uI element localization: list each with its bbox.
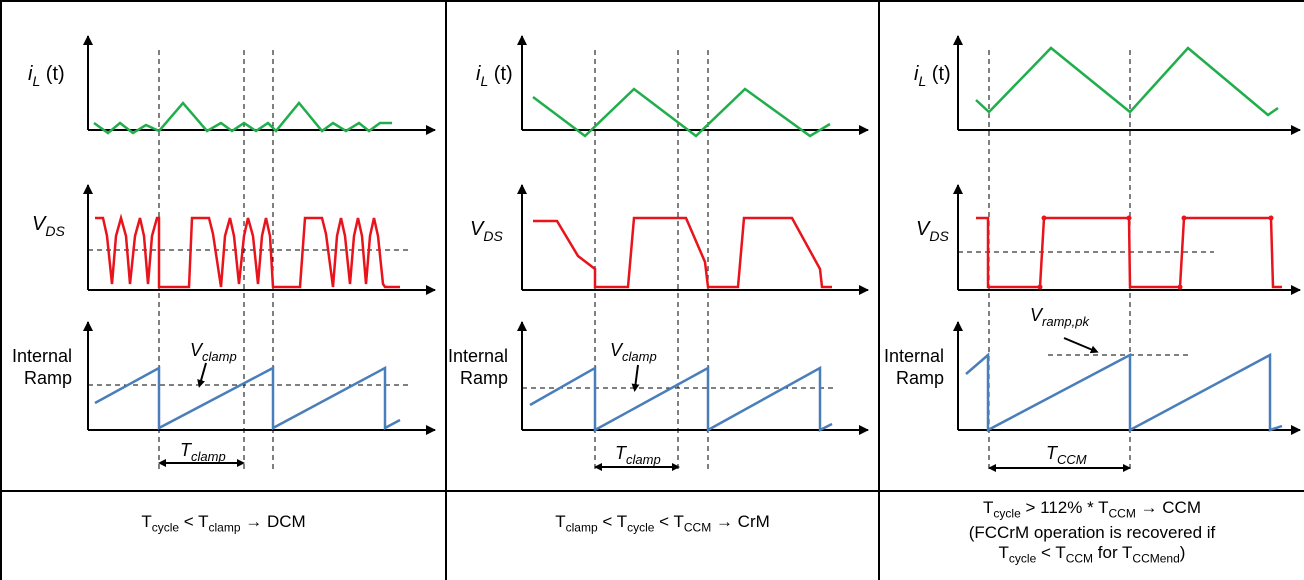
caption-dcm: Tcycle < Tclamp → DCM (2, 512, 445, 537)
vclamp-label: Vclamp (610, 340, 657, 364)
caption-ccm-line-3: Tcycle < TCCM for TCCMend) (998, 543, 1186, 566)
caption-divider (0, 490, 1304, 492)
caption-sub: cycle (627, 520, 655, 535)
vramp-pk-label: Vramp,pk (1030, 305, 1090, 329)
il-label: iL (t) (914, 63, 951, 89)
vds-dots (1037, 215, 1274, 290)
panel-divider-1 (445, 0, 447, 580)
ramp-label-1: Internal (884, 346, 944, 366)
ramp-label-2: Ramp (460, 368, 508, 388)
caption-text: T (141, 512, 152, 531)
ramp-waveform (94, 365, 401, 431)
panel-1: iL (t) VDS Internal Ramp Vclamp Tclamp (12, 35, 436, 470)
tclamp-label: Tclamp (615, 443, 661, 467)
il-label: iL (t) (476, 63, 513, 89)
caption-ccm-line-2: (FCCrM operation is recovered if (968, 523, 1216, 543)
ramp-label-2: Ramp (24, 368, 72, 388)
vds-label: VDS (32, 213, 65, 239)
ramp-label-1: Internal (448, 346, 508, 366)
vclamp-pointer (197, 362, 207, 388)
caption-text: → DCM (240, 512, 306, 531)
vclamp-pointer (631, 364, 640, 392)
ramp-waveform (529, 365, 833, 433)
vds-waveform (533, 216, 832, 289)
caption-text: < T (597, 512, 628, 531)
tccm-label: TCCM (1046, 443, 1087, 467)
caption-text: → CrM (711, 512, 770, 531)
ramp-waveform (965, 352, 1283, 433)
vds-label: VDS (916, 218, 949, 244)
panel-divider-2 (878, 0, 880, 580)
panel-2: iL (t) VDS Internal Ramp Vclamp Tclamp (448, 35, 869, 471)
panel-3: iL (t) VDS Internal Ramp Vramp,pk TCCM (884, 35, 1301, 472)
tclamp-label: Tclamp (180, 440, 226, 464)
caption-ccm-line-1: Tcycle > 112% * TCCM → CCM (983, 498, 1201, 521)
vramp-pk-pointer (1063, 337, 1099, 354)
vds-waveform (95, 213, 400, 289)
vclamp-label: Vclamp (190, 340, 237, 364)
caption-sub: clamp (208, 520, 241, 535)
caption-crm: Tclamp < Tcycle < TCCM → CrM (447, 512, 878, 537)
il-waveform (975, 46, 1279, 117)
caption-text: T (555, 512, 566, 531)
caption-sub: CCM (683, 520, 712, 535)
caption-ccm: Tcycle > 112% * TCCM → CCM (FCCrM operat… (880, 498, 1304, 569)
waveform-diagram: iL (t) VDS Internal Ramp Vclamp Tclamp i… (12, 35, 1301, 472)
ramp-label-1: Internal (12, 346, 72, 366)
vds-waveform (976, 216, 1282, 289)
vds-label: VDS (470, 218, 503, 244)
caption-sub: clamp (565, 520, 598, 535)
caption-sub: cycle (151, 520, 180, 535)
caption-text: < T (179, 512, 209, 531)
il-waveform (93, 101, 392, 135)
ramp-label-2: Ramp (896, 368, 944, 388)
il-label: iL (t) (28, 63, 65, 89)
caption-text: < T (654, 512, 684, 531)
il-waveform (532, 87, 831, 138)
